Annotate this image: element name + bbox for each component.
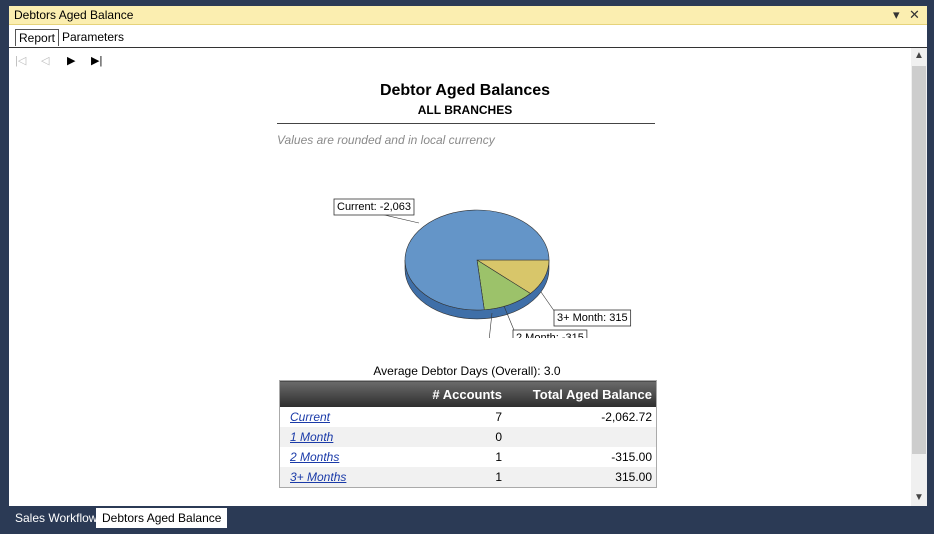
currency-note: Values are rounded and in local currency xyxy=(277,133,495,147)
report-tabs: Report Parameters xyxy=(9,25,927,48)
last-page-icon[interactable]: ▶| xyxy=(91,55,103,67)
aged-balance-pie-chart: Current: -2,063 3+ Month: 315 2 Month: -31… xyxy=(333,198,632,338)
row-accounts: 1 xyxy=(398,467,506,488)
table-row: 3+ Months 1 315.00 xyxy=(279,467,657,488)
pie-label-1: 3+ Month: 315 xyxy=(557,312,628,324)
window-menu-icon[interactable]: ▾ xyxy=(893,7,900,22)
report-content: |◁ ◁ ▶ ▶| Debtor Aged Balances ALL BRANC… xyxy=(9,48,909,506)
first-page-icon[interactable]: |◁ xyxy=(15,55,27,67)
row-link-3-months[interactable]: 3+ Months xyxy=(290,470,347,484)
report-title: Debtor Aged Balances xyxy=(379,82,551,99)
report-subtitle: ALL BRANCHES xyxy=(417,103,513,117)
table-header-row: # Accounts Total Aged Balance xyxy=(279,380,657,407)
report-window: Debtors Aged Balance ▾ ✕ Report Paramete… xyxy=(9,6,927,506)
window-title: Debtors Aged Balance xyxy=(14,8,134,22)
row-balance: -315.00 xyxy=(611,450,652,464)
previous-page-icon[interactable]: ◁ xyxy=(41,55,50,67)
row-accounts: 1 xyxy=(495,450,502,464)
row-link-current[interactable]: Current xyxy=(290,410,331,424)
tab-sales-workflow[interactable]: Sales Workflow xyxy=(15,511,98,525)
title-divider xyxy=(277,123,655,124)
row-link-1-month[interactable]: 1 Month xyxy=(290,430,334,444)
table-row: 2 Months 1 -315.00 xyxy=(280,447,657,467)
navigation-toolbar: |◁ ◁ ▶ ▶| xyxy=(9,54,209,70)
average-debtor-days: Average Debtor Days (Overall): 3.0 xyxy=(373,364,561,378)
table-header-balance: Total Aged Balance xyxy=(506,380,657,407)
scroll-down-icon[interactable]: ▼ xyxy=(914,492,924,503)
pie-label-box-2 xyxy=(512,329,588,338)
pie-label-0: Current: -2,063 xyxy=(337,201,411,213)
table-header-label xyxy=(279,380,398,407)
table-row: Current 7 -2,062.72 xyxy=(280,407,657,427)
table-row: 1 Month 0 xyxy=(279,427,657,447)
pie-label-leader-3 xyxy=(488,312,493,338)
row-balance: -2,062.72 xyxy=(601,410,652,424)
row-balance xyxy=(506,427,657,447)
aged-balance-table: # Accounts Total Aged Balance Current 7 … xyxy=(279,380,657,488)
close-icon[interactable]: ✕ xyxy=(909,7,920,22)
scroll-up-icon[interactable]: ▲ xyxy=(914,50,924,61)
tab-parameters[interactable]: Parameters xyxy=(62,30,125,44)
row-accounts: 0 xyxy=(398,427,506,447)
vertical-scrollbar[interactable]: ▲ ▼ xyxy=(911,48,927,506)
pie-label-box-1 xyxy=(553,309,632,327)
tab-report[interactable]: Report xyxy=(15,29,60,46)
next-page-icon[interactable]: ▶ xyxy=(67,55,76,67)
row-balance: 315.00 xyxy=(506,467,657,488)
tab-debtors-aged-balance[interactable]: Debtors Aged Balance xyxy=(96,508,228,528)
scrollbar-thumb[interactable] xyxy=(912,66,926,454)
row-accounts: 7 xyxy=(495,410,502,424)
row-link-2-months[interactable]: 2 Months xyxy=(290,450,340,464)
window-titlebar: Debtors Aged Balance ▾ ✕ xyxy=(9,6,927,25)
pie-label-box-0 xyxy=(333,198,415,216)
document-tabs: Sales Workflow Debtors Aged Balance xyxy=(0,506,934,534)
table-header-accounts: # Accounts xyxy=(398,380,506,407)
pie-label-2: 2 Month: -315 xyxy=(516,332,584,338)
pie-slice-0 xyxy=(404,209,550,311)
